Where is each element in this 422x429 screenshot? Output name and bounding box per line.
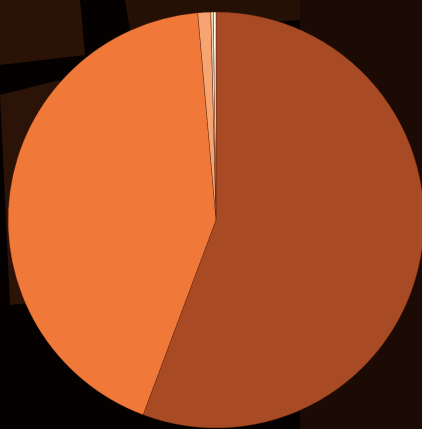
pie-slice xyxy=(213,11,217,221)
background-shape xyxy=(0,0,85,65)
pie xyxy=(7,11,422,429)
pie-slice xyxy=(142,11,422,429)
pie-slice xyxy=(7,12,217,416)
